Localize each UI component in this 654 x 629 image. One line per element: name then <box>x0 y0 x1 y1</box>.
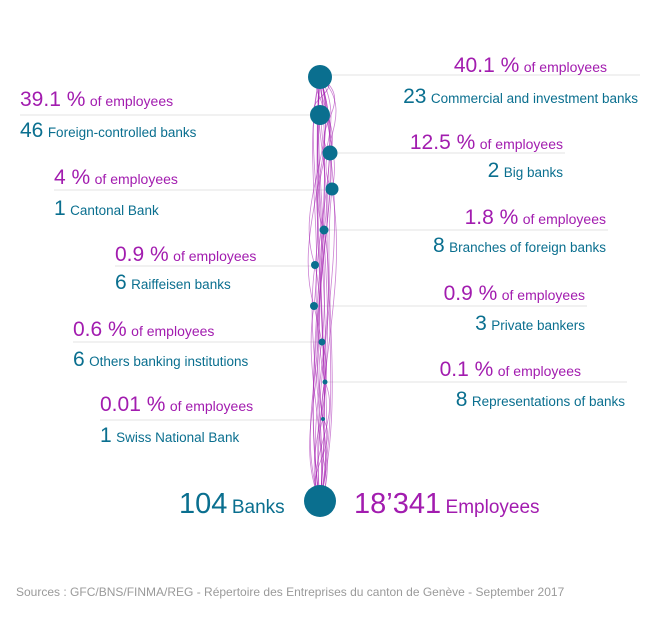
employee-share: 39.1 % of employees <box>20 86 173 114</box>
bank-category: 46 Foreign-controlled banks <box>20 117 196 145</box>
employee-share: 12.5 % of employees <box>410 129 563 157</box>
category-node <box>325 182 339 196</box>
total-employees-label: Employees <box>445 497 540 518</box>
total-employees-count: 18’341 <box>354 488 442 520</box>
employee-share: 1.8 % of employees <box>465 204 606 232</box>
employee-share-value: 0.9 % <box>443 282 498 305</box>
employee-share-suffix: of employees <box>173 248 257 264</box>
bank-count: 46 <box>20 119 44 142</box>
employee-share-value: 0.1 % <box>439 358 494 381</box>
employee-share: 4 % of employees <box>54 164 178 192</box>
flow-curve <box>309 264 321 502</box>
employee-share-suffix: of employees <box>522 211 606 227</box>
employee-share-suffix: of employees <box>94 171 178 187</box>
bank-category: 6 Others banking institutions <box>73 346 248 374</box>
bank-count: 6 <box>73 348 85 371</box>
flow-curve <box>316 114 325 502</box>
flow-curve <box>316 76 331 420</box>
bank-count: 6 <box>115 271 127 294</box>
bank-category: 2 Big banks <box>488 157 563 185</box>
bank-category: 6 Raiffeisen banks <box>115 269 231 297</box>
category-node <box>321 417 325 421</box>
bank-count: 1 <box>100 424 112 447</box>
employee-share-suffix: of employees <box>497 363 581 379</box>
bank-category: 3 Private bankers <box>475 310 585 338</box>
employee-share-value: 0.01 % <box>100 393 166 416</box>
flow-curve <box>317 188 337 502</box>
bank-category-name: Swiss National Bank <box>116 430 240 445</box>
category-node <box>322 145 338 161</box>
bank-category-name: Foreign-controlled banks <box>47 125 197 140</box>
bank-category: 8 Representations of banks <box>456 386 625 414</box>
bank-count: 8 <box>433 234 445 257</box>
category-node <box>318 338 326 346</box>
flow-curve <box>310 305 322 502</box>
bank-category-name: Representations of banks <box>471 394 625 409</box>
flow-curve <box>309 305 321 502</box>
bank-category: 1 Cantonal Bank <box>54 195 159 223</box>
sources-footer: Sources : GFC/BNS/FINMA/REG - Répertoire… <box>16 585 565 599</box>
total-banks-count: 104 <box>179 488 228 520</box>
employee-share-value: 0.6 % <box>73 318 127 341</box>
employee-share: 0.6 % of employees <box>73 316 214 344</box>
bank-category: 8 Branches of foreign banks <box>433 232 606 260</box>
employee-share-suffix: of employees <box>169 398 254 414</box>
category-node <box>322 379 328 385</box>
employee-share: 0.9 % of employees <box>444 280 585 308</box>
bank-category-name: Raiffeisen banks <box>131 277 231 292</box>
employee-share-suffix: of employees <box>479 136 563 152</box>
bank-category-name: Private bankers <box>491 318 585 333</box>
employee-share: 40.1 % of employees <box>454 52 607 80</box>
bank-category-name: Big banks <box>503 165 563 180</box>
total-banks-label: Banks <box>231 497 285 518</box>
bank-category-name: Branches of foreign banks <box>449 240 606 255</box>
employee-share-suffix: of employees <box>89 93 174 109</box>
bank-count: 2 <box>487 159 500 182</box>
employee-share-value: 39.1 % <box>20 88 86 111</box>
bank-count: 8 <box>455 388 468 411</box>
bank-category: 1 Swiss National Bank <box>100 422 239 450</box>
bank-count: 23 <box>403 85 427 108</box>
total-employees: 18’341 Employees <box>354 486 540 522</box>
flow-curve <box>319 188 333 502</box>
employee-share-suffix: of employees <box>131 323 215 339</box>
category-node <box>319 225 329 235</box>
flow-curve <box>319 76 337 190</box>
bank-category: 23 Commercial and investment banks <box>403 83 638 111</box>
bank-count: 3 <box>475 312 487 335</box>
employee-share-suffix: of employees <box>523 59 607 75</box>
employee-share-value: 1.8 % <box>464 206 519 229</box>
category-node <box>310 302 318 310</box>
flow-curve <box>307 76 327 307</box>
employee-share-value: 12.5 % <box>409 131 476 154</box>
total-node <box>304 485 336 517</box>
employee-share-value: 40.1 % <box>453 54 520 77</box>
employee-share: 0.9 % of employees <box>115 241 256 269</box>
bank-count: 1 <box>54 197 66 220</box>
category-node <box>311 261 319 269</box>
total-banks: 104 Banks <box>179 486 285 522</box>
bank-category-name: Commercial and investment banks <box>430 91 638 106</box>
bank-category-name: Cantonal Bank <box>70 203 159 218</box>
employee-share: 0.01 % of employees <box>100 391 253 419</box>
category-node <box>308 65 332 89</box>
employee-share-suffix: of employees <box>501 287 585 303</box>
employee-share-value: 4 % <box>54 166 91 189</box>
category-node <box>310 105 330 125</box>
bank-category-name: Others banking institutions <box>89 354 249 369</box>
employee-share-value: 0.9 % <box>115 243 169 266</box>
employee-share: 0.1 % of employees <box>440 356 581 384</box>
